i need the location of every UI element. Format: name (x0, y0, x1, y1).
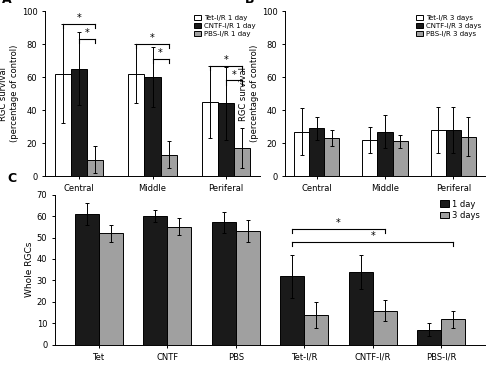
Bar (212, 222, 236, 345)
Text: *: * (336, 218, 341, 228)
Bar (98, 233, 122, 345)
Bar (461, 137, 476, 176)
Text: *: * (84, 28, 89, 38)
Bar (324, 138, 339, 176)
Bar (167, 227, 191, 345)
Text: *: * (158, 48, 163, 58)
Text: *: * (232, 70, 236, 80)
Y-axis label: RGC survival
(percentage of control): RGC survival (percentage of control) (240, 45, 259, 142)
Bar (55, 74, 71, 176)
Text: *: * (76, 14, 82, 23)
Bar (378, 132, 392, 176)
Bar (362, 140, 378, 176)
Text: C: C (8, 172, 17, 185)
Bar (304, 315, 328, 345)
Bar (431, 130, 446, 176)
Bar (236, 231, 260, 345)
Bar (87, 160, 104, 176)
Bar (160, 155, 176, 176)
Y-axis label: Whole RGCs: Whole RGCs (25, 242, 34, 297)
Legend: 1 day, 3 days: 1 day, 3 days (440, 199, 481, 221)
Bar (442, 319, 466, 345)
Text: *: * (370, 231, 375, 241)
Bar (74, 214, 98, 345)
Bar (128, 74, 144, 176)
Bar (349, 272, 373, 345)
Text: *: * (150, 33, 155, 43)
Text: *: * (224, 55, 228, 65)
Bar (218, 103, 234, 176)
Y-axis label: RGC survival
(percentage of control): RGC survival (percentage of control) (0, 45, 19, 142)
Bar (373, 310, 397, 345)
Bar (294, 132, 309, 176)
Text: A: A (2, 0, 12, 6)
Bar (280, 276, 304, 345)
Bar (144, 77, 160, 176)
Bar (202, 102, 218, 176)
Bar (446, 130, 461, 176)
Bar (418, 330, 442, 345)
Legend: Tet-I/R 3 days, CNTF-I/R 3 days, PBS-I/R 3 days: Tet-I/R 3 days, CNTF-I/R 3 days, PBS-I/R… (415, 14, 482, 37)
Bar (71, 69, 87, 176)
Bar (309, 128, 324, 176)
Bar (392, 142, 407, 176)
Bar (143, 216, 167, 345)
Legend: Tet-I/R 1 day, CNTF-I/R 1 day, PBS-I/R 1 day: Tet-I/R 1 day, CNTF-I/R 1 day, PBS-I/R 1… (194, 14, 256, 37)
Bar (234, 148, 250, 176)
Text: B: B (245, 0, 254, 6)
